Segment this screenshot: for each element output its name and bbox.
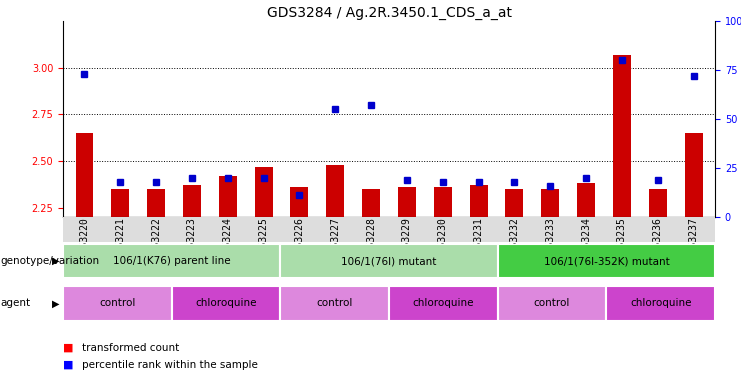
- Bar: [183, 185, 201, 217]
- Text: ▶: ▶: [52, 256, 59, 266]
- Text: agent: agent: [1, 298, 31, 308]
- Bar: [290, 187, 308, 217]
- Text: GSM253232: GSM253232: [509, 217, 519, 270]
- Text: GSM253230: GSM253230: [438, 217, 448, 270]
- Bar: [280, 244, 498, 278]
- Text: chloroquine: chloroquine: [196, 298, 256, 308]
- Text: GSM253222: GSM253222: [151, 217, 161, 270]
- Text: GSM253233: GSM253233: [545, 217, 555, 270]
- Bar: [470, 185, 488, 217]
- Bar: [255, 167, 273, 217]
- Bar: [398, 187, 416, 217]
- Bar: [172, 286, 280, 321]
- Bar: [433, 187, 452, 217]
- Text: percentile rank within the sample: percentile rank within the sample: [82, 360, 257, 370]
- Bar: [541, 189, 559, 217]
- Text: GSM253237: GSM253237: [688, 217, 699, 270]
- Text: genotype/variation: genotype/variation: [1, 256, 100, 266]
- Text: GSM253225: GSM253225: [259, 217, 269, 270]
- Text: GSM253223: GSM253223: [187, 217, 197, 270]
- Title: GDS3284 / Ag.2R.3450.1_CDS_a_at: GDS3284 / Ag.2R.3450.1_CDS_a_at: [267, 6, 511, 20]
- Bar: [326, 165, 345, 217]
- Bar: [63, 244, 280, 278]
- Text: 106/1(K76) parent line: 106/1(K76) parent line: [113, 256, 230, 266]
- Text: ■: ■: [63, 343, 73, 353]
- Bar: [649, 189, 667, 217]
- Text: 106/1(76I-352K) mutant: 106/1(76I-352K) mutant: [543, 256, 669, 266]
- Text: ▶: ▶: [52, 298, 59, 308]
- Bar: [362, 189, 380, 217]
- Text: GSM253220: GSM253220: [79, 217, 90, 270]
- Text: GSM253227: GSM253227: [330, 217, 340, 270]
- Bar: [606, 286, 715, 321]
- Bar: [389, 286, 498, 321]
- Bar: [577, 184, 595, 217]
- Text: transformed count: transformed count: [82, 343, 179, 353]
- Bar: [219, 176, 237, 217]
- Text: GSM253226: GSM253226: [294, 217, 305, 270]
- Bar: [498, 286, 606, 321]
- Text: GSM253224: GSM253224: [223, 217, 233, 270]
- Bar: [498, 244, 715, 278]
- Bar: [63, 286, 172, 321]
- Text: GSM253231: GSM253231: [473, 217, 484, 270]
- Text: control: control: [99, 298, 136, 308]
- Text: control: control: [534, 298, 571, 308]
- Bar: [280, 286, 389, 321]
- Bar: [76, 133, 93, 217]
- Text: GSM253235: GSM253235: [617, 217, 627, 270]
- Text: ■: ■: [63, 360, 73, 370]
- Bar: [613, 55, 631, 217]
- Text: chloroquine: chloroquine: [630, 298, 691, 308]
- Text: GSM253228: GSM253228: [366, 217, 376, 270]
- Text: GSM253236: GSM253236: [653, 217, 662, 270]
- Bar: [685, 133, 702, 217]
- Text: GSM253234: GSM253234: [581, 217, 591, 270]
- Text: control: control: [316, 298, 353, 308]
- Text: 106/1(76I) mutant: 106/1(76I) mutant: [342, 256, 436, 266]
- Bar: [111, 189, 129, 217]
- Bar: [505, 189, 523, 217]
- Text: chloroquine: chloroquine: [413, 298, 474, 308]
- Text: GSM253229: GSM253229: [402, 217, 412, 270]
- Bar: [147, 189, 165, 217]
- Text: GSM253221: GSM253221: [116, 217, 125, 270]
